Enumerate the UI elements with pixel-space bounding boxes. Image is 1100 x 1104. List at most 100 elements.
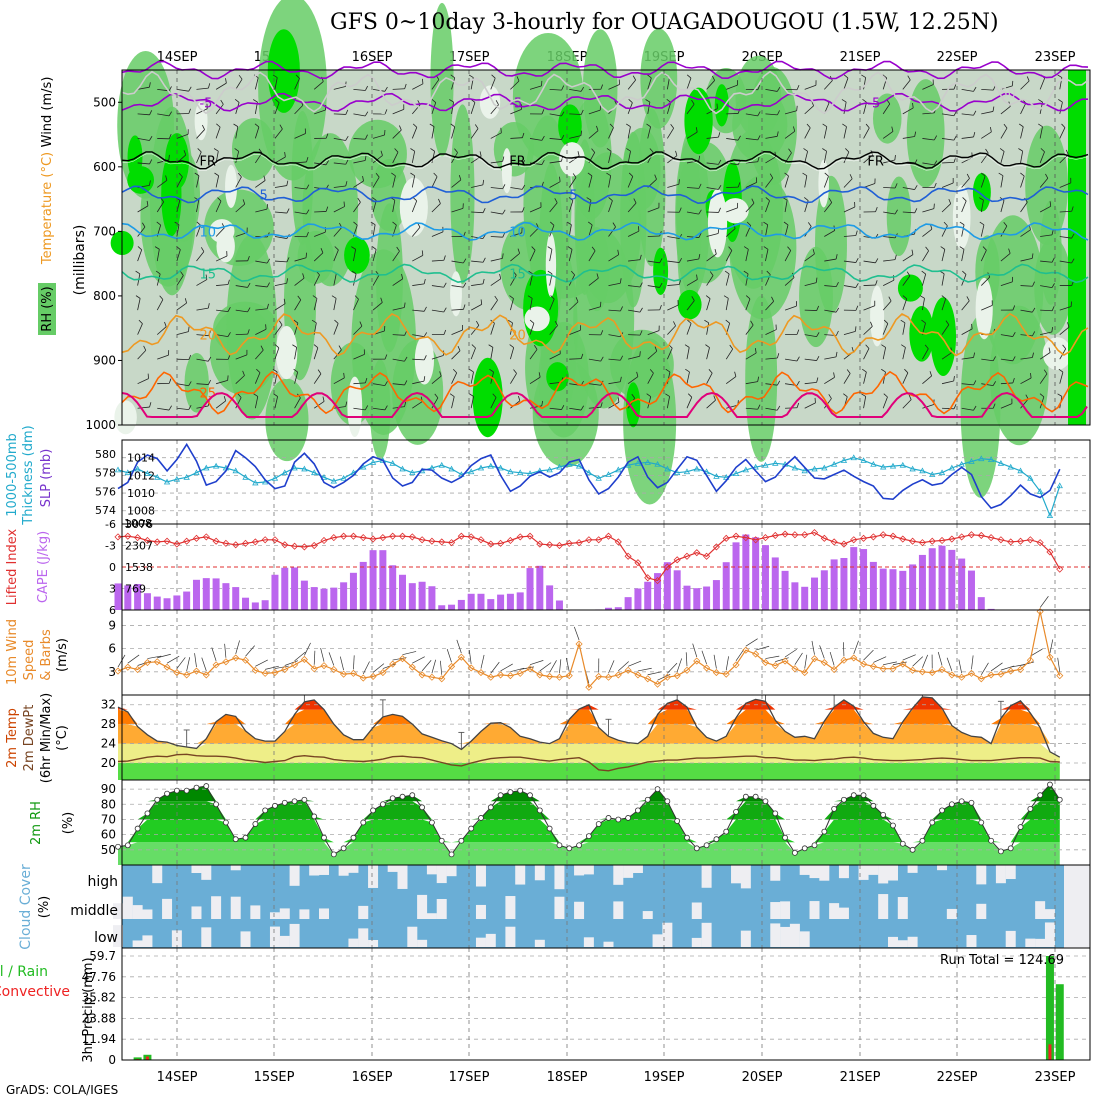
rh-axis-label: RH (%)	[40, 286, 55, 331]
wind-barb	[195, 653, 197, 667]
cloud-gap	[584, 937, 594, 947]
cape-bar	[468, 594, 475, 610]
cloud-gap	[476, 938, 486, 947]
cloud-gap	[358, 906, 368, 919]
cape-bar	[497, 595, 504, 610]
rh-point	[400, 794, 405, 799]
rh-point	[684, 835, 689, 840]
rh-point	[734, 809, 739, 814]
cloud-gap	[270, 912, 280, 919]
lifted-index-tick-label: 0	[109, 561, 116, 574]
date-label-bottom: 22SEP	[937, 1070, 978, 1085]
wind-barb-flag	[422, 79, 423, 84]
pressure-tick-label: 1000	[85, 418, 116, 432]
rh-point	[920, 838, 925, 843]
rh-point	[910, 847, 915, 852]
cape-bar	[252, 602, 259, 610]
rh-saturated-region	[973, 173, 991, 212]
rh-tick-label: 70	[101, 812, 116, 826]
wind-barb	[981, 663, 988, 675]
cloud-gap	[1035, 901, 1045, 919]
cloud-gap	[770, 902, 780, 919]
rh-unit-label: (%)	[61, 812, 76, 835]
rh-point	[989, 838, 994, 843]
cloud-gap	[417, 895, 427, 919]
cape-bar	[527, 568, 534, 610]
cape-bar	[144, 593, 151, 610]
wind-barb	[702, 651, 707, 664]
wind-barb	[157, 654, 171, 658]
temperature-band	[118, 710, 1060, 725]
cloud-gap	[554, 865, 564, 889]
rh-point	[890, 823, 895, 828]
rh-point	[508, 790, 513, 795]
rh-point	[488, 805, 493, 810]
rh-point	[233, 837, 238, 842]
cloud-gap	[231, 865, 241, 870]
rh-point	[812, 843, 817, 848]
cape-bar	[517, 592, 524, 610]
cape-bar	[919, 555, 926, 610]
cape-bar	[840, 558, 847, 610]
wind-axis-label: Speed	[22, 640, 37, 681]
pressure-tick-label: 500	[93, 95, 116, 109]
cloud-gap	[643, 911, 653, 919]
wind-barb	[922, 655, 927, 668]
cape-bar	[674, 570, 681, 610]
cape-bar	[183, 592, 190, 610]
rh-point	[567, 846, 572, 851]
lifted-index-tick-label: 6	[109, 604, 116, 617]
cloud-gap	[908, 937, 918, 947]
cloud-gap	[241, 931, 251, 947]
rh-point	[302, 797, 307, 802]
cape-bar	[683, 586, 690, 610]
isotherm-label: FR	[199, 154, 216, 169]
wind-barb	[1050, 639, 1053, 653]
wind-tick-label: 6	[108, 642, 116, 656]
rh-point	[930, 820, 935, 825]
rh-point	[165, 791, 170, 796]
rh-point	[832, 806, 837, 811]
rh-point	[675, 818, 680, 823]
cape-bar	[438, 605, 445, 610]
cloud-gap	[810, 901, 820, 919]
rh-point	[724, 829, 729, 834]
rh-point	[635, 808, 640, 813]
cloud-gap	[770, 923, 780, 947]
wind-barb	[559, 659, 560, 673]
cloud-gap	[692, 938, 702, 947]
cloud-gap	[162, 899, 172, 919]
rh-band	[118, 785, 1060, 802]
cloud-gap	[486, 934, 496, 947]
cloud-gap	[1006, 931, 1016, 947]
rh-point	[665, 799, 670, 804]
rh-point	[783, 835, 788, 840]
wind-barb	[177, 657, 185, 668]
cloud-gap	[280, 936, 290, 947]
wind-barb	[447, 649, 451, 662]
cloud-gap	[388, 865, 398, 872]
cape-bar	[634, 588, 641, 610]
cape-bar	[271, 575, 278, 610]
cape-bar	[164, 598, 171, 610]
rh-point	[312, 814, 317, 819]
precip-convective-label: Convective	[0, 984, 70, 1000]
wind-barb	[618, 662, 628, 671]
wind-barb	[329, 652, 334, 665]
wind-barb	[373, 664, 384, 673]
wind-barb	[412, 657, 424, 663]
precip-convective-bar	[146, 1057, 149, 1060]
wind-barb	[265, 666, 279, 669]
wind-barb	[947, 658, 952, 671]
cape-bar	[742, 535, 749, 610]
cape-bar	[379, 550, 386, 610]
cape-bar	[242, 598, 249, 610]
cloud-gap	[368, 940, 378, 947]
cape-bar	[978, 597, 985, 610]
cape-bar	[850, 547, 857, 610]
isotherm-label: FR	[509, 154, 526, 169]
cloud-gap	[633, 865, 643, 873]
